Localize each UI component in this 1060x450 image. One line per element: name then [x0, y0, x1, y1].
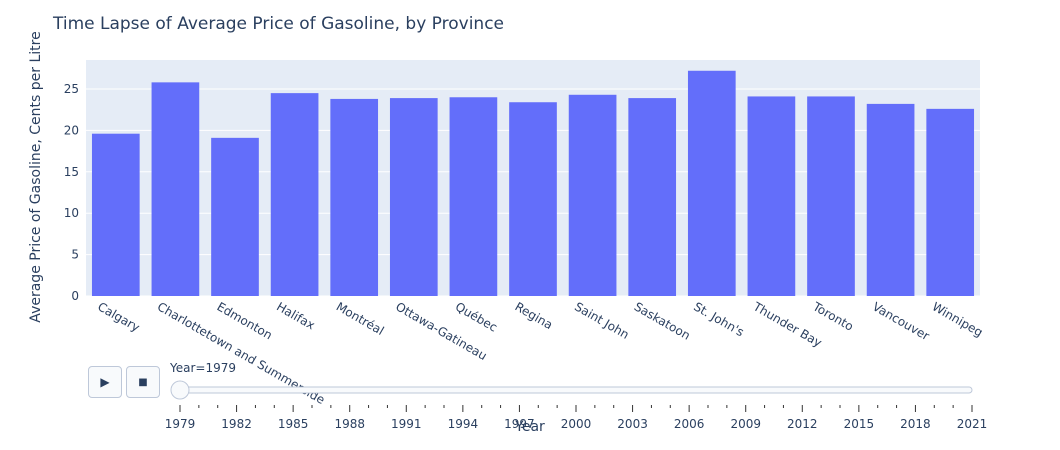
slider-tick-label: 2018 — [900, 417, 931, 431]
x-category-label: Montréal — [334, 299, 387, 337]
slider-tick-label: 2012 — [787, 417, 818, 431]
x-category-label: Québec — [453, 299, 500, 334]
stop-icon: ■ — [138, 376, 148, 388]
bar[interactable] — [568, 94, 617, 296]
bar[interactable] — [628, 98, 677, 297]
x-category-label: Toronto — [810, 299, 856, 334]
slider-tick-label: 2003 — [617, 417, 648, 431]
slider-tick-label: 2006 — [674, 417, 705, 431]
bars — [91, 70, 975, 297]
bar[interactable] — [687, 70, 736, 296]
slider-handle[interactable] — [170, 380, 190, 400]
y-tick-label: 20 — [64, 123, 79, 137]
slider-ticks: 1979 1982 1985 1988 1991 1994 1997 2000 2003 2006… — [165, 405, 988, 431]
bar[interactable] — [270, 93, 319, 297]
slider-tick-label: 1979 — [165, 417, 196, 431]
bar[interactable] — [807, 96, 855, 296]
slider-tick-label: 1991 — [391, 417, 422, 431]
slider-current-label: Year=1979 — [169, 361, 236, 375]
x-category-label: Saint John — [572, 299, 631, 341]
slider-tick-label: 2021 — [957, 417, 988, 431]
play-icon: ▶ — [100, 375, 110, 389]
y-tick-label: 0 — [71, 289, 79, 303]
bar[interactable] — [389, 98, 438, 297]
x-category-label: Halifax — [274, 299, 317, 332]
y-tick-label: 5 — [71, 248, 79, 262]
slider-tick-label: 1997 — [504, 417, 535, 431]
x-category-label: Vancouver — [870, 299, 932, 343]
slider-tick-label: 1988 — [334, 417, 365, 431]
slider-tick-label: 1994 — [448, 417, 479, 431]
x-category-label: Saskatoon — [632, 299, 693, 342]
bar[interactable] — [509, 102, 557, 296]
stop-button[interactable]: ■ — [126, 366, 160, 398]
bar[interactable] — [866, 103, 915, 296]
slider-tick-label: 2015 — [844, 417, 875, 431]
bar[interactable] — [330, 98, 379, 296]
y-axis-label: Average Price of Gasoline, Cents per Lit… — [28, 31, 44, 322]
x-category-label: Calgary — [95, 299, 142, 334]
slider-tick-label: 2000 — [561, 417, 592, 431]
y-tick-labels: 0 5 10 15 20 25 — [64, 82, 79, 303]
y-tick-label: 15 — [64, 165, 79, 179]
bar[interactable] — [211, 137, 259, 296]
y-tick-label: 25 — [64, 82, 79, 96]
bar[interactable] — [449, 97, 498, 297]
slider-rail[interactable] — [179, 386, 973, 394]
slider-tick-label: 1985 — [278, 417, 309, 431]
x-category-label: Regina — [513, 299, 556, 332]
slider-tick-label: 2009 — [730, 417, 761, 431]
y-tick-label: 10 — [64, 206, 79, 220]
bar[interactable] — [91, 133, 140, 296]
bar[interactable] — [151, 82, 200, 296]
chart-title: Time Lapse of Average Price of Gasoline,… — [52, 14, 504, 34]
slider-tick-label: 1982 — [221, 417, 252, 431]
play-button[interactable]: ▶ — [88, 366, 122, 398]
slider-axis-label: Year — [514, 419, 545, 435]
x-category-label: St. John's — [691, 299, 746, 339]
x-category-label: Winnipeg — [930, 299, 986, 339]
bar[interactable] — [747, 96, 796, 296]
bar[interactable] — [926, 108, 975, 296]
